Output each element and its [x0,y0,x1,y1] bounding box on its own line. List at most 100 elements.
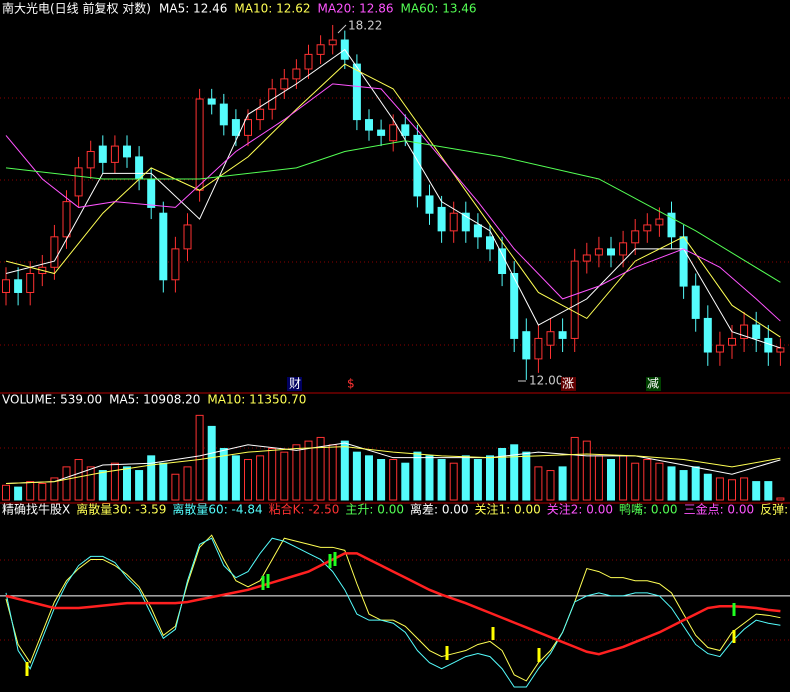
candle-body [740,324,749,339]
candle-body [244,119,252,136]
volume-bar [50,477,59,501]
line-series [5,83,781,322]
candle-body [135,156,144,180]
volume-bar [316,436,325,501]
candle-body [14,279,23,293]
volume-bar [594,455,603,501]
volume-bar [377,459,386,501]
volume-bar [147,455,156,501]
volume-bar [62,466,71,501]
volume-bar [546,470,555,501]
candle-body [195,98,204,191]
candle-body [558,331,567,339]
volume-bar [425,455,434,501]
candle-body [50,236,59,268]
legend-entry: 离散量30: -3.59 [76,502,166,517]
legend-entry: MA10: 11350.70 [207,393,306,407]
candle-body [98,145,107,163]
volume-bar [776,497,785,501]
marker-box [287,377,302,391]
legend-entry: 三金点: 0.00 [684,502,755,517]
volume-bar [340,440,349,501]
volume-bar [764,481,773,501]
candle-body [401,124,410,136]
volume-bar [413,451,422,501]
volume-bar [352,451,361,501]
candle-body [183,224,192,250]
volume-bar [655,462,664,501]
volume-bar [38,482,47,501]
volume-bar [135,470,144,501]
volume-bar [510,444,519,501]
candle-body [110,145,119,163]
volume-bar [2,484,10,501]
marker: 涨 [562,376,574,391]
line-series [5,442,781,484]
volume-bar [534,466,543,501]
candle-body [582,254,591,262]
volume-bar [619,455,628,501]
candle-body [522,331,531,360]
candle-body [486,236,494,250]
candle-body [26,273,35,293]
candle-body [280,78,289,90]
line-series [5,140,781,283]
candle-body [292,68,301,80]
legend-entry: MA5: 10908.20 [109,393,200,407]
annotation-arrow [337,24,347,34]
line-series [5,534,781,682]
high-label: 18.22 [348,19,382,33]
candle-body [546,331,555,346]
volume-bar [171,473,180,501]
candle-body [776,347,785,353]
volume-bar [582,440,591,501]
candle-body [607,248,615,256]
candle-body [764,337,773,353]
volume-bar [14,486,23,501]
volume-bar [304,440,313,501]
volume-bar [244,459,252,501]
volume-bar [570,436,579,501]
volume-bar [328,444,337,501]
candle-body [377,129,386,136]
candle-body [159,212,168,281]
volume-bar [256,455,265,501]
volume-bar [268,447,277,501]
volume-bar [667,466,676,501]
candle-body [123,145,131,158]
candle-body [473,224,482,238]
candle-body [365,119,373,131]
volume-bar [703,473,712,501]
candle-body [256,108,265,121]
volume-bar [486,455,494,501]
volume-bar [401,462,410,501]
volume-bar [86,466,95,501]
chart-title: 南大光电(日线 前复权 对数) [2,1,151,16]
volume-bar [643,459,652,501]
volume-bar [715,477,724,501]
volume-bar [280,451,289,501]
volume-bar [26,481,35,501]
volume-bar [631,462,640,501]
volume-bar [461,455,470,501]
candle-body [498,248,507,275]
volume-bar [74,459,83,501]
volume-bar [159,462,168,501]
volume-bar [231,455,240,501]
marker: $ [347,377,355,391]
volume-bar [98,470,107,501]
candle-body [328,39,337,46]
volume-bar [752,481,761,501]
candle-body [461,212,470,232]
legend-entry: 反弹: 0.00 [760,503,790,517]
plot-area [0,24,790,688]
volume-bar [195,414,204,501]
candle-body [667,212,676,238]
candle-body [147,178,156,208]
signal-marks [25,552,736,676]
volume-bar [740,477,749,501]
legend-entry: MA20: 12.86 [317,2,393,16]
candle-body [631,230,640,244]
volume-bar [207,425,216,501]
